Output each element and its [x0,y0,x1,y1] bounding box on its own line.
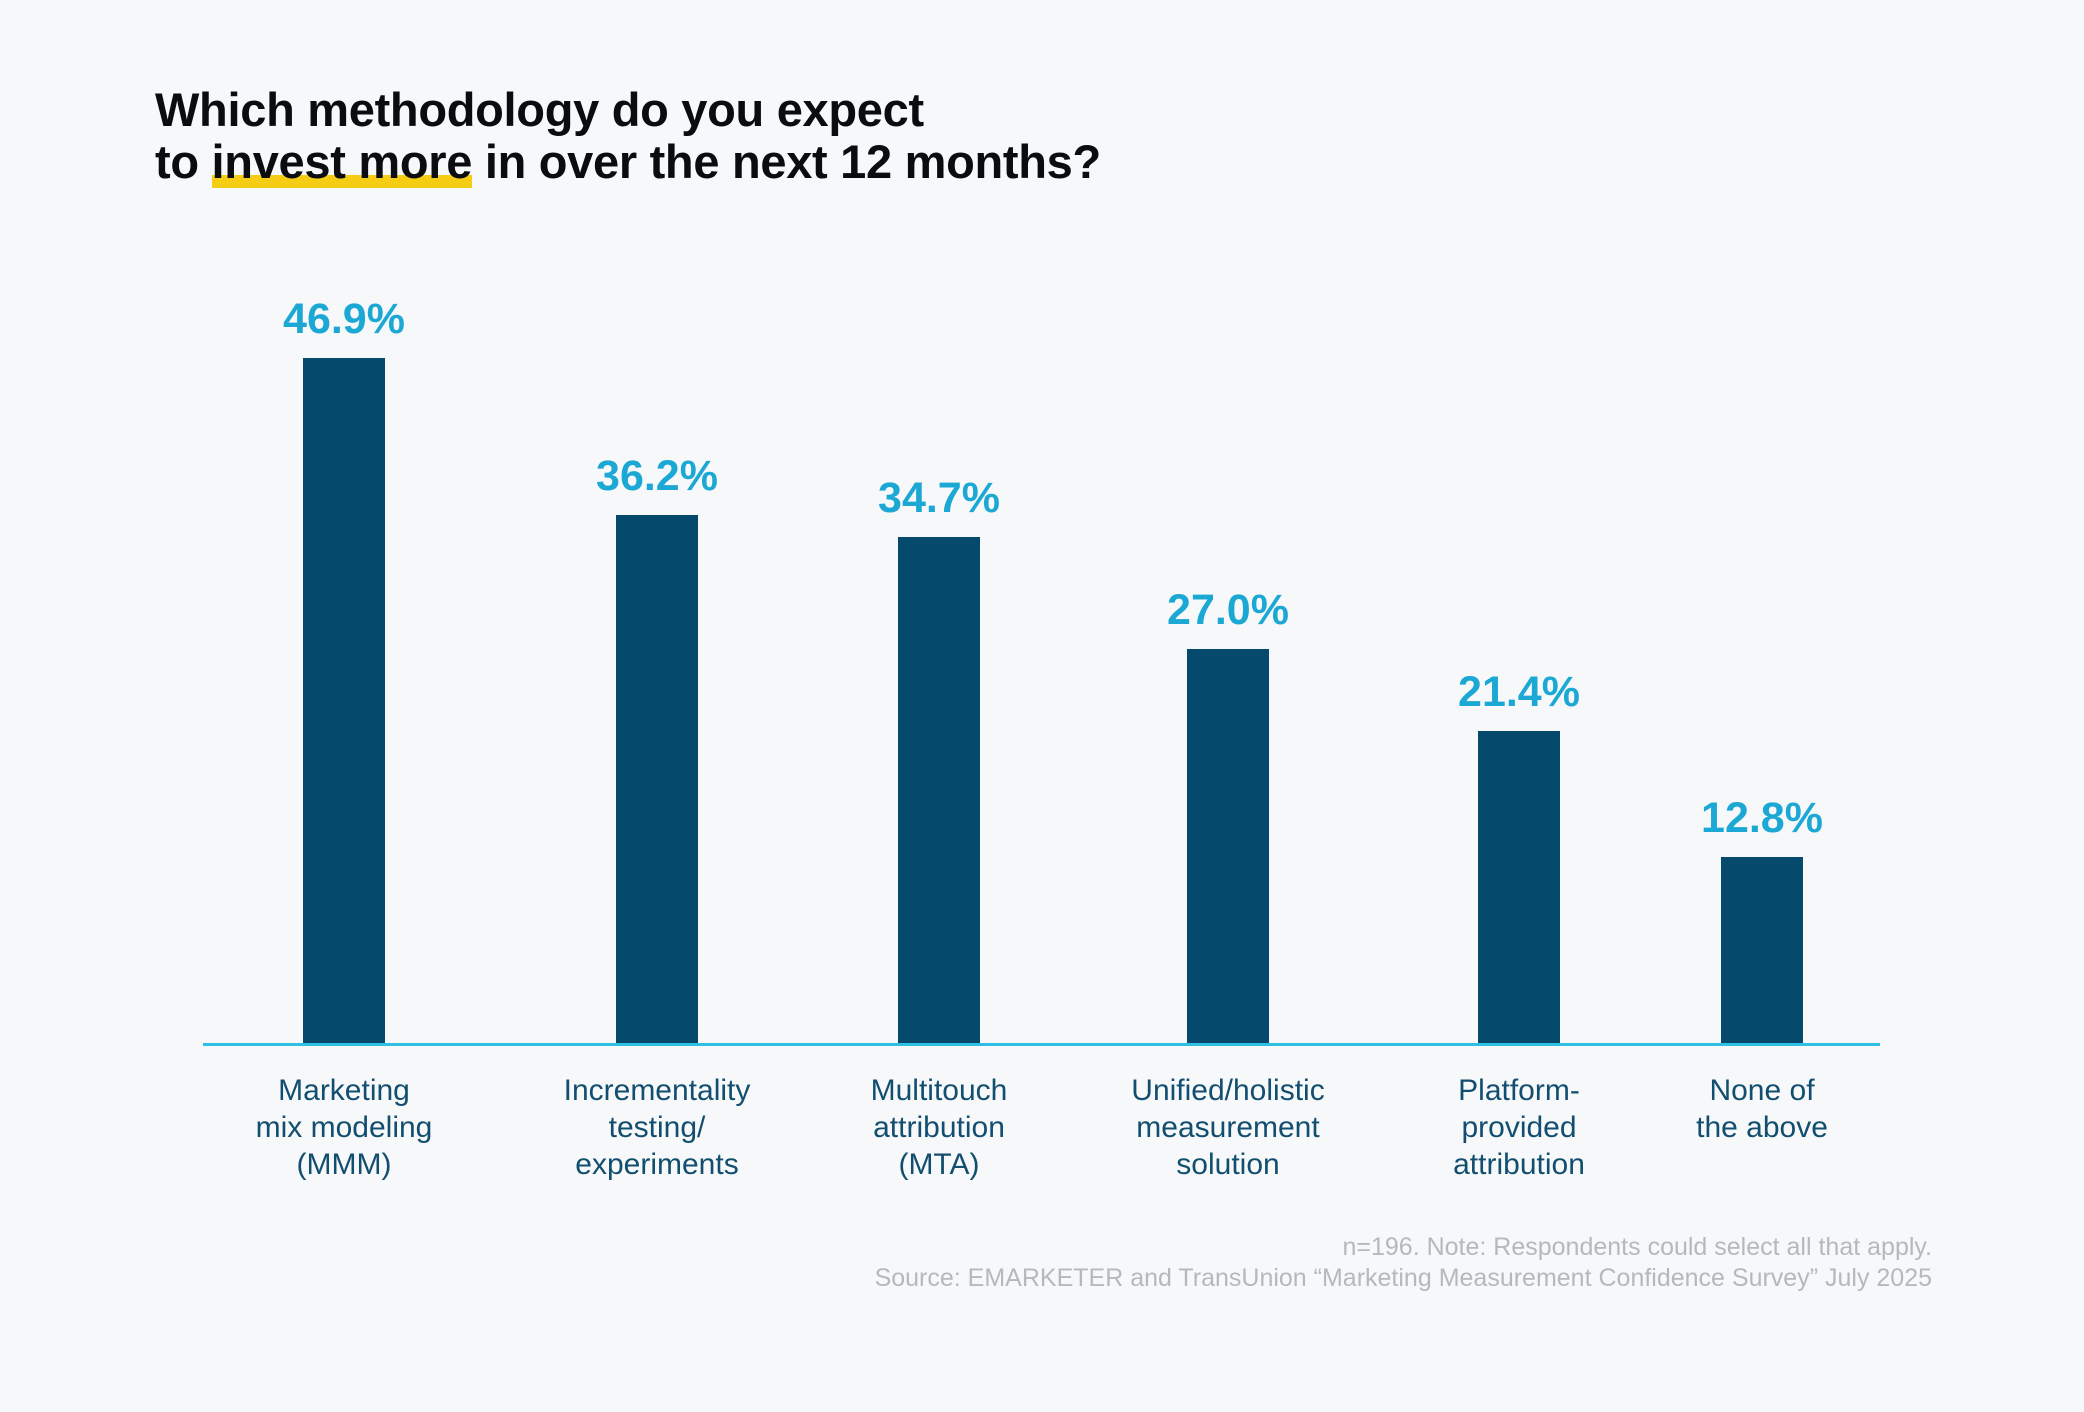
bar-value-label: 27.0% [1167,586,1289,634]
title-text-2-pre: to [155,135,212,188]
category-label-line: (MTA) [898,1148,980,1181]
category-label-line: Multitouch [870,1074,1008,1107]
bar [303,358,385,1045]
bar [616,515,698,1045]
footnote: n=196. Note: Respondents could select al… [875,1232,1932,1294]
category-label-line: None of [1709,1074,1815,1107]
category-label-line: the above [1696,1111,1828,1144]
title-line-2: to invest more in over the next 12 month… [155,135,1101,188]
bar [1721,857,1803,1045]
category-label-line: Platform- [1458,1074,1580,1107]
category-label-line: Marketing [278,1074,410,1107]
category-label-line: attribution [873,1111,1005,1144]
highlighted-phrase: invest more [211,135,473,188]
title-text-2-post: in over the next 12 months? [472,135,1101,188]
title-line-1: Which methodology do you expect [155,84,1101,136]
bar [898,537,980,1045]
category-label-line: measurement [1136,1111,1320,1144]
title-text-1: Which methodology do you expect [155,83,924,136]
category-label: Incrementality testing/experiments [507,1072,807,1183]
category-label-line: solution [1176,1148,1280,1181]
category-label-line: provided [1461,1111,1577,1144]
category-label-line: mix modeling [255,1111,433,1144]
category-label-line: attribution [1453,1148,1585,1181]
bar [1187,649,1269,1045]
bar [1478,731,1560,1045]
category-label-line: Incrementality [563,1074,751,1107]
bar-value-label: 34.7% [878,474,1000,522]
category-label: Platform-provided attribution [1369,1072,1669,1183]
category-label: Unified/holistic measurement solution [1078,1072,1378,1183]
footnote-source: Source: EMARKETER and TransUnion “Market… [874,1264,1932,1292]
category-label: Multitouch attribution (MTA) [789,1072,1089,1183]
bar-value-label: 46.9% [283,295,405,343]
category-label: None of the above [1612,1072,1912,1146]
category-label-line: experiments [575,1148,739,1181]
category-label-line: testing/ [608,1111,706,1144]
category-label-line: Unified/holistic [1131,1074,1325,1107]
bar-value-label: 21.4% [1458,668,1580,716]
footnote-note: n=196. Note: Respondents could select al… [1342,1233,1932,1261]
category-label: Marketing mix modeling (MMM) [194,1072,494,1183]
bar-value-label: 36.2% [596,452,718,500]
category-label-line: (MMM) [296,1148,392,1181]
chart-title: Which methodology do you expect to inves… [155,84,1101,188]
bar-value-label: 12.8% [1701,794,1823,842]
x-axis-line [203,1043,1880,1046]
